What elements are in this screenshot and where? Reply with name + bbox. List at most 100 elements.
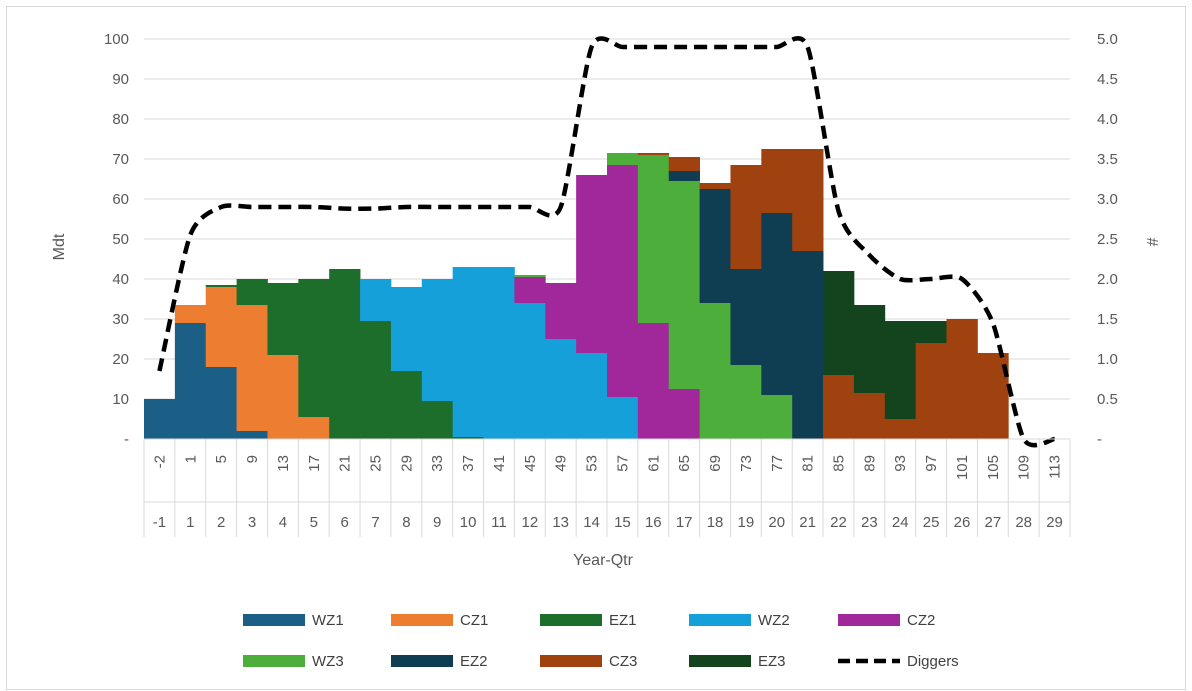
- legend-label: Diggers: [907, 653, 959, 670]
- bar-wz2: [452, 267, 484, 437]
- x-tick-label-level1: 33: [429, 455, 446, 472]
- bar-ez2: [761, 213, 793, 395]
- x-tick-label-level1: 81: [800, 455, 817, 472]
- bar-ez1: [236, 279, 268, 305]
- x-axis-title: Year-Qtr: [573, 552, 634, 569]
- legend-label: WZ3: [312, 653, 344, 670]
- x-tick-label-level2: -1: [153, 514, 166, 531]
- bar-cz1: [174, 305, 207, 323]
- y2-tick-label: 3.5: [1097, 151, 1118, 168]
- bar-ez1: [267, 283, 299, 355]
- bar-cz2: [545, 283, 577, 339]
- bar-wz2: [390, 287, 423, 371]
- x-tick-label-level2: 18: [707, 514, 724, 531]
- y-tick-label: -: [124, 431, 129, 448]
- bar-wz1: [236, 431, 268, 439]
- y2-tick-label: 1.5: [1097, 311, 1118, 328]
- category-axis: -2-1115293134175216257298339371041114512…: [143, 438, 1071, 537]
- y2-axis-title: #: [1143, 238, 1160, 247]
- bar-ez1: [205, 285, 237, 287]
- right-axis-ticks: - 0.5 1.0 1.5 2.0 2.5 3.0 3.5 4.0 4.5 5.0: [1097, 31, 1118, 448]
- bar-wz3: [761, 395, 793, 439]
- legend-label: CZ1: [460, 612, 488, 629]
- x-tick-label-level2: 4: [279, 514, 287, 531]
- bar-wz3: [699, 303, 731, 439]
- stacked-bars: [144, 149, 1009, 439]
- bar-ez2: [730, 269, 762, 365]
- legend-label: EZ2: [460, 653, 488, 670]
- bar-ez1: [421, 401, 454, 439]
- legend-swatch-ez2: [391, 655, 453, 667]
- x-tick-label-level1: 69: [707, 455, 724, 472]
- bar-ez3: [823, 271, 855, 375]
- bar-wz2: [514, 303, 546, 439]
- x-tick-label-level2: 11: [491, 514, 507, 531]
- x-tick-label-level2: 7: [371, 514, 379, 531]
- bar-wz3: [668, 181, 700, 389]
- x-tick-label-level1: 25: [368, 455, 385, 472]
- bar-cz3: [946, 319, 978, 439]
- x-tick-label-level1: 1: [182, 455, 199, 463]
- bar-wz2: [576, 353, 608, 439]
- bar-ez1: [390, 371, 423, 439]
- legend-label: WZ1: [312, 612, 344, 629]
- x-tick-label-level1: 101: [954, 455, 971, 480]
- bar-cz3: [761, 149, 793, 213]
- x-tick-label-level1: 113: [1047, 455, 1064, 479]
- bar-wz3: [730, 365, 762, 439]
- bar-wz1: [174, 323, 207, 439]
- bar-cz1: [298, 417, 330, 439]
- x-tick-label-level2: 5: [310, 514, 318, 531]
- bar-ez2: [792, 251, 824, 439]
- x-tick-label-level1: -2: [151, 455, 168, 468]
- y-tick-label: 30: [112, 311, 129, 328]
- bar-wz3: [607, 153, 639, 165]
- bar-wz2: [421, 279, 454, 401]
- diggers-line: [157, 36, 1056, 448]
- bar-cz3: [915, 343, 947, 439]
- bar-cz3: [730, 165, 762, 269]
- x-tick-label-level2: 2: [217, 514, 225, 531]
- bar-ez3: [884, 321, 917, 419]
- bar-wz2: [483, 267, 515, 439]
- y-tick-label: 40: [112, 271, 129, 288]
- legend-label: WZ2: [758, 612, 790, 629]
- y2-tick-label: 2.0: [1097, 271, 1118, 288]
- x-tick-label-level2: 8: [402, 514, 410, 531]
- x-tick-label-level2: 22: [830, 514, 847, 531]
- bar-cz3: [668, 157, 700, 171]
- bar-cz1: [267, 355, 299, 439]
- x-tick-label-level2: 29: [1046, 514, 1063, 531]
- bar-cz1: [236, 305, 268, 431]
- y-tick-label: 80: [112, 111, 129, 128]
- x-tick-label-level2: 16: [645, 514, 662, 531]
- x-tick-label-level2: 9: [433, 514, 441, 531]
- legend-swatch-wz3: [243, 655, 305, 667]
- bar-wz2: [360, 279, 392, 321]
- bar-cz3: [884, 419, 917, 439]
- x-tick-label-level2: 15: [614, 514, 631, 531]
- x-tick-label-level2: 1: [186, 514, 194, 531]
- legend-label: CZ2: [907, 612, 935, 629]
- bar-cz2: [637, 323, 670, 439]
- y2-tick-label: 2.5: [1097, 231, 1118, 248]
- y-tick-label: 100: [104, 31, 129, 48]
- bar-ez3: [853, 305, 886, 393]
- y-axis-title: Mdt: [51, 233, 68, 260]
- bar-cz3: [637, 153, 670, 155]
- bar-ez2: [668, 171, 700, 181]
- x-tick-label-level2: 23: [861, 514, 878, 531]
- x-tick-label-level1: 49: [553, 455, 570, 472]
- y2-tick-label: 5.0: [1097, 31, 1118, 48]
- x-tick-label-level2: 26: [954, 514, 971, 531]
- diggers-line-path: [157, 36, 1056, 448]
- x-tick-label-level2: 13: [552, 514, 569, 531]
- y2-tick-label: 3.0: [1097, 191, 1118, 208]
- x-tick-label-level2: 17: [676, 514, 693, 531]
- x-tick-label-level1: 21: [337, 455, 354, 472]
- x-tick-label-level1: 5: [213, 455, 230, 463]
- legend-swatch-cz2: [838, 614, 900, 626]
- x-tick-label-level1: 85: [831, 455, 848, 472]
- x-tick-label-level1: 45: [522, 455, 539, 472]
- x-tick-label-level2: 19: [738, 514, 755, 531]
